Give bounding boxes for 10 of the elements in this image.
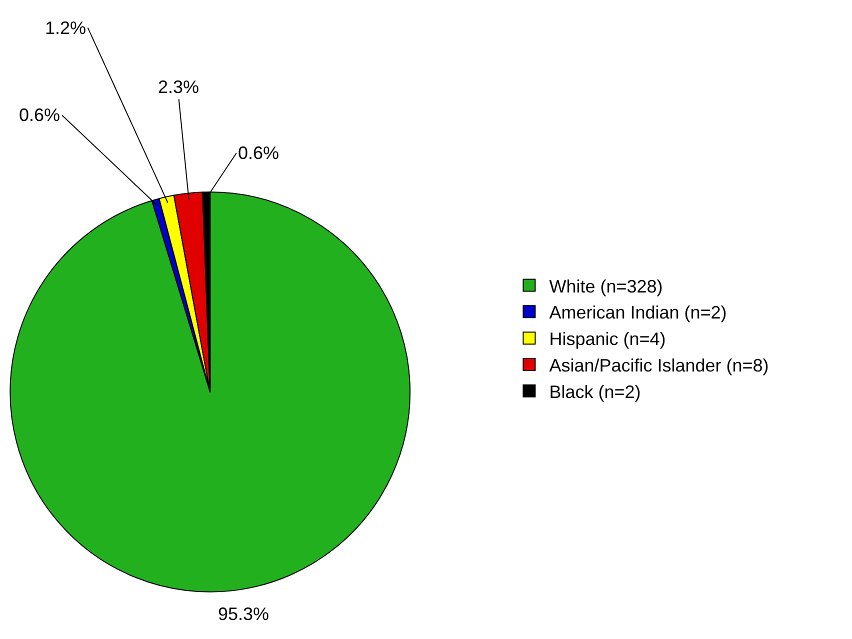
data-label: 0.6% xyxy=(238,143,280,163)
legend-label: Hispanic (n=4) xyxy=(549,329,666,350)
legend-label: White (n=328) xyxy=(549,276,663,296)
legend-label: Black (n=2) xyxy=(549,382,641,402)
legend-label: American Indian (n=2) xyxy=(549,302,727,323)
legend-label: Asian/Pacific Islander (n=8) xyxy=(549,355,769,376)
data-label: 0.6% xyxy=(19,105,60,125)
data-label: 2.3% xyxy=(158,77,200,97)
data-label: 1.2% xyxy=(45,18,86,38)
data-label: 95.3% xyxy=(218,604,270,624)
